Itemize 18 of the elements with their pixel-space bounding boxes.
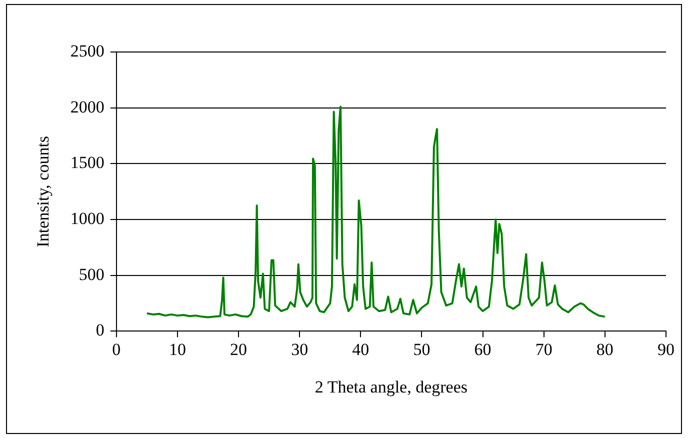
x-tick-label: 70 [535,340,552,359]
x-tick-label: 30 [291,340,308,359]
x-axis-title: 2 Theta angle, degrees [314,377,468,396]
x-tick-label: 60 [474,340,492,359]
x-tick-label: 40 [352,340,370,359]
x-tick-label: 80 [596,340,614,359]
x-tick-label: 90 [658,340,674,359]
y-tick-label: 1000 [70,208,104,228]
x-tick-label: 20 [230,340,248,359]
y-tick-label: 500 [78,264,104,284]
y-tick-label: 2500 [70,41,104,60]
y-axis-title: Intensity, counts [34,136,53,248]
y-tick-label: 1500 [70,153,104,172]
y-tick-label: 0 [96,320,104,340]
x-tick-label: 10 [168,340,186,359]
x-tick-label: 0 [112,340,121,359]
y-tick-label: 2000 [70,97,104,116]
x-tick-label: 50 [413,340,430,359]
